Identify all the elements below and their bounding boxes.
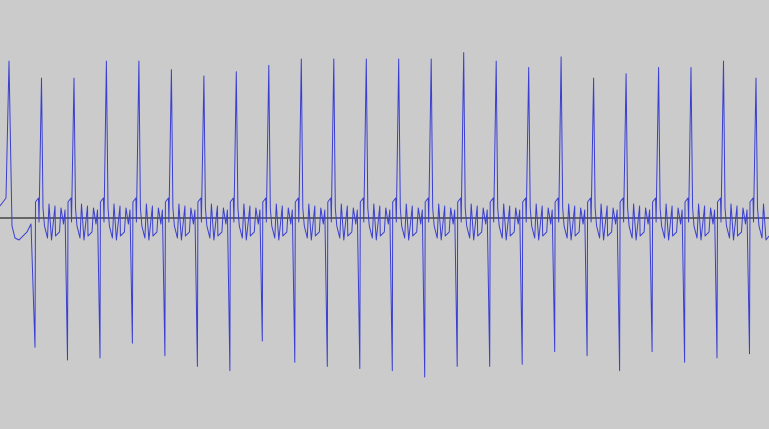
waveform-trace [0,52,769,378]
